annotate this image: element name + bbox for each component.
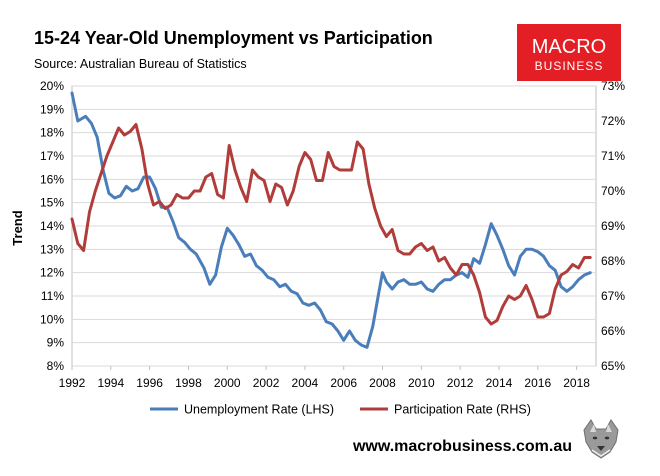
y-right-tick-label: 73% [601,79,625,93]
y-left-tick-label: 20% [40,79,64,93]
series-line-2 [70,123,592,326]
x-tick-label: 2004 [292,376,319,390]
y-left-tick-label: 14% [40,219,64,233]
x-tick-label: 2006 [330,376,357,390]
logo-line-2: BUSINESS [535,59,604,73]
y-axis-right-ticks: 65% 66% 67% 68% 69% 70% 71% 72% 73% [601,79,625,373]
legend-label-1: Unemployment Rate (LHS) [184,403,334,417]
x-tick-label: 2018 [563,376,590,390]
y-right-tick-label: 70% [601,184,625,198]
logo-line-1: MACRO [532,36,606,58]
y-right-tick-label: 66% [601,324,625,338]
y-axis-left-label: Trend [10,210,25,245]
y-left-tick-label: 18% [40,126,64,140]
y-right-tick-label: 68% [601,254,625,268]
x-tick-label: 2012 [447,376,474,390]
x-tick-label: 1998 [175,376,202,390]
series-lines [70,91,592,349]
x-tick-label: 1996 [136,376,163,390]
y-left-tick-label: 8% [47,359,65,373]
y-axis-left-ticks: 8% 9% 10% 11% 12% 13% 14% 15% 16% 17% 18% 19% 20% [40,79,64,373]
x-tick-label: 2010 [408,376,435,390]
chart-title: 15-24 Year-Old Unemployment vs Participa… [34,28,433,48]
y-left-tick-label: 13% [40,242,64,256]
y-right-tick-label: 65% [601,359,625,373]
chart-subtitle: Source: Australian Bureau of Statistics [34,57,247,71]
wolf-icon [583,419,619,459]
y-left-tick-label: 17% [40,149,64,163]
legend: Unemployment Rate (LHS) Participation Rat… [150,403,531,417]
x-tick-label: 2000 [214,376,241,390]
y-left-tick-label: 11% [41,289,64,303]
y-left-tick-label: 10% [40,312,64,326]
logo-background [517,24,621,81]
x-tick-label: 2016 [524,376,551,390]
website-url: www.macrobusiness.com.au [352,438,572,455]
brand-logo: MACRO BUSINESS [517,24,621,81]
y-right-tick-label: 71% [601,149,625,163]
y-left-tick-label: 15% [40,196,64,210]
legend-label-2: Participation Rate (RHS) [394,403,531,417]
x-tick-label: 1992 [59,376,86,390]
x-tick-label: 2014 [486,376,513,390]
y-right-tick-label: 69% [601,219,625,233]
x-tick-label: 1994 [97,376,124,390]
y-right-tick-label: 67% [601,289,625,303]
y-left-tick-label: 19% [40,102,64,116]
y-right-tick-label: 72% [601,114,625,128]
x-tick-label: 2008 [369,376,396,390]
y-left-tick-label: 9% [47,336,65,350]
y-left-tick-label: 12% [40,266,64,280]
x-tick-label: 2002 [253,376,280,390]
y-left-tick-label: 16% [40,172,64,186]
x-axis-ticks: 1992 1994 1996 1998 2000 2002 2004 2006 2008 2010… [59,366,590,390]
